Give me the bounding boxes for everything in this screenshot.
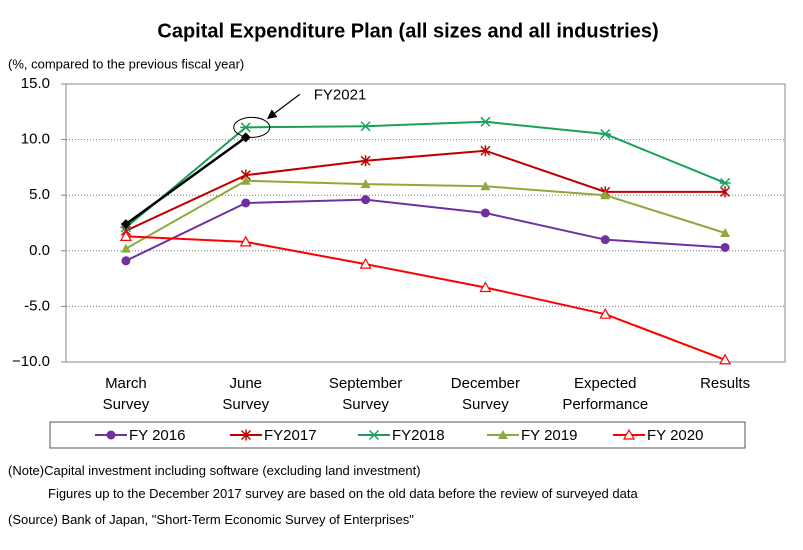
- note-text: (Source) Bank of Japan, "Short-Term Econ…: [8, 512, 414, 527]
- legend-marker: [368, 429, 380, 441]
- data-point: [120, 243, 131, 253]
- data-point: [479, 281, 492, 293]
- series-line: [125, 120, 726, 229]
- series-line: [125, 179, 726, 250]
- data-point: [361, 195, 371, 205]
- note-text: (Note)Capital investment including softw…: [8, 463, 421, 478]
- legend-marker: [240, 429, 252, 441]
- y-tick-label: -5.0: [24, 297, 50, 314]
- x-tick-label: March Survey: [102, 375, 150, 413]
- series-line: [125, 149, 726, 232]
- chart-title: Capital Expenditure Plan (all sizes and …: [157, 20, 658, 42]
- legend-label: FY2018: [392, 427, 445, 444]
- data-point: [720, 242, 730, 252]
- plot-frame: [65, 83, 786, 363]
- legend-marker: [622, 428, 636, 440]
- data-point: [599, 129, 611, 140]
- x-tick-label: December Survey: [450, 375, 521, 413]
- data-point: [360, 155, 371, 167]
- data-point: [240, 175, 251, 185]
- data-point: [359, 257, 372, 269]
- data-point: [720, 186, 731, 198]
- legend-label: FY 2019: [521, 427, 577, 444]
- data-point: [600, 235, 610, 245]
- y-tick-label: 5.0: [29, 186, 50, 203]
- annotation-ellipse: [233, 116, 271, 138]
- data-point: [480, 181, 491, 191]
- y-tick-label: −10.0: [12, 353, 50, 370]
- data-point: [480, 208, 490, 218]
- data-point: [600, 190, 611, 200]
- data-point: [360, 121, 372, 132]
- data-point: [479, 116, 491, 127]
- legend-frame: [49, 421, 746, 449]
- data-point: [719, 353, 732, 365]
- series-line: [125, 235, 726, 361]
- legend-label: FY2017: [264, 427, 317, 444]
- data-point: [599, 307, 612, 319]
- data-point: [719, 177, 731, 188]
- series-line: [125, 198, 726, 262]
- x-tick-label: June Survey: [222, 375, 270, 413]
- data-point: [240, 132, 251, 143]
- data-point: [120, 219, 131, 230]
- y-tick-label: 0.0: [29, 242, 50, 259]
- x-tick-label: Expected Performance: [562, 375, 649, 413]
- y-axis-label: (%, compared to the previous fiscal year…: [8, 56, 244, 71]
- series-line: [125, 136, 247, 226]
- data-point: [360, 179, 371, 189]
- legend-label: FY 2016: [129, 427, 185, 444]
- data-point: [121, 256, 131, 266]
- data-point: [720, 228, 731, 238]
- data-point: [240, 122, 252, 133]
- data-point: [241, 198, 251, 208]
- legend-marker: [498, 430, 508, 439]
- data-point: [119, 230, 132, 241]
- data-point: [239, 235, 252, 247]
- data-point: [480, 145, 491, 157]
- note-text: Figures up to the December 2017 survey a…: [48, 486, 638, 501]
- legend-marker: [106, 430, 116, 440]
- y-tick-label: 10.0: [21, 131, 50, 148]
- legend-label: FY 2020: [647, 427, 703, 444]
- annotation-arrow: [266, 93, 301, 119]
- annotation-label: FY2021: [314, 86, 367, 103]
- y-tick-label: 15.0: [21, 75, 50, 92]
- x-tick-label: Results: [700, 375, 751, 392]
- x-tick-label: September Survey: [328, 375, 403, 413]
